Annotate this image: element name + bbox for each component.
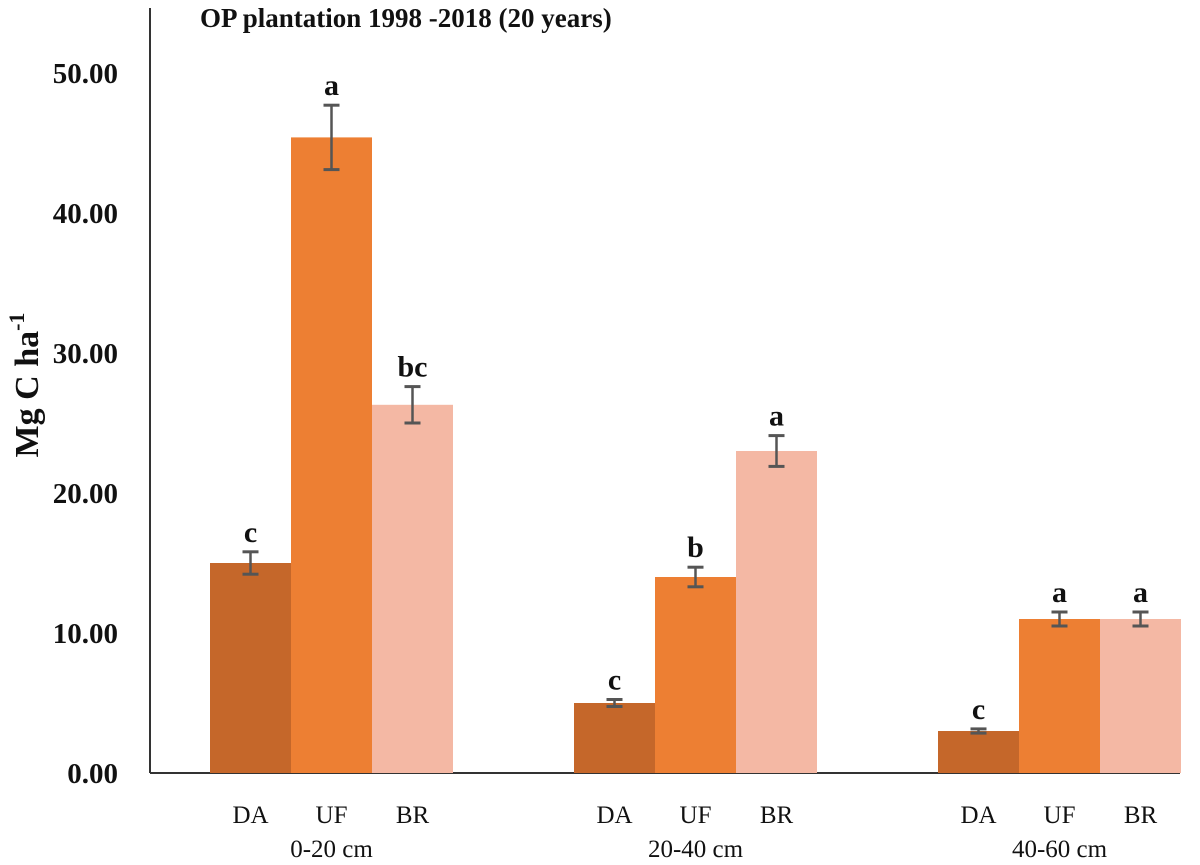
x-tick-label: UF [316,802,348,829]
bar-da [938,731,1019,773]
bar-uf [291,137,372,773]
x-tick-label: DA [232,802,268,829]
y-tick-label: 40.00 [53,198,118,230]
significance-label: b [687,531,704,564]
chart-title: OP plantation 1998 -2018 (20 years) [200,3,612,33]
y-tick-label: 20.00 [53,478,118,510]
y-axis-label-main: Mg C ha [9,331,46,458]
group-label: 20-40 cm [648,836,744,860]
x-tick-label: DA [596,802,632,829]
significance-label: a [769,400,784,433]
group-label: 0-20 cm [290,836,373,860]
bar-br [1100,619,1181,773]
x-tick-label: DA [960,802,996,829]
significance-label: c [608,664,621,697]
significance-label: bc [398,351,428,384]
significance-label: c [244,516,257,549]
y-tick-label: 50.00 [53,58,118,90]
bar-da [210,563,291,773]
y-tick-label: 0.00 [67,758,118,790]
x-tick-label: BR [1124,802,1158,829]
y-axis-label-superscript: -1 [4,313,29,331]
bar-br [736,451,817,773]
x-tick-label: UF [680,802,712,829]
bar-uf [655,577,736,773]
x-tick-label: BR [760,802,794,829]
significance-label: a [1052,576,1067,609]
group-label: 40-60 cm [1012,836,1108,860]
significance-label: a [1133,576,1148,609]
significance-label: c [972,693,985,726]
y-tick-label: 10.00 [53,618,118,650]
significance-label: a [324,69,339,102]
y-axis-label: Mg C ha-1 [4,313,46,458]
bar-br [372,404,453,773]
plot-area: 0.0010.0020.0030.0040.0050.00cDAaUFbcBR0… [53,8,1181,863]
bar-da [574,703,655,773]
x-tick-label: BR [396,802,430,829]
y-tick-label: 30.00 [53,338,118,370]
bar-uf [1019,619,1100,773]
x-tick-label: UF [1044,802,1076,829]
